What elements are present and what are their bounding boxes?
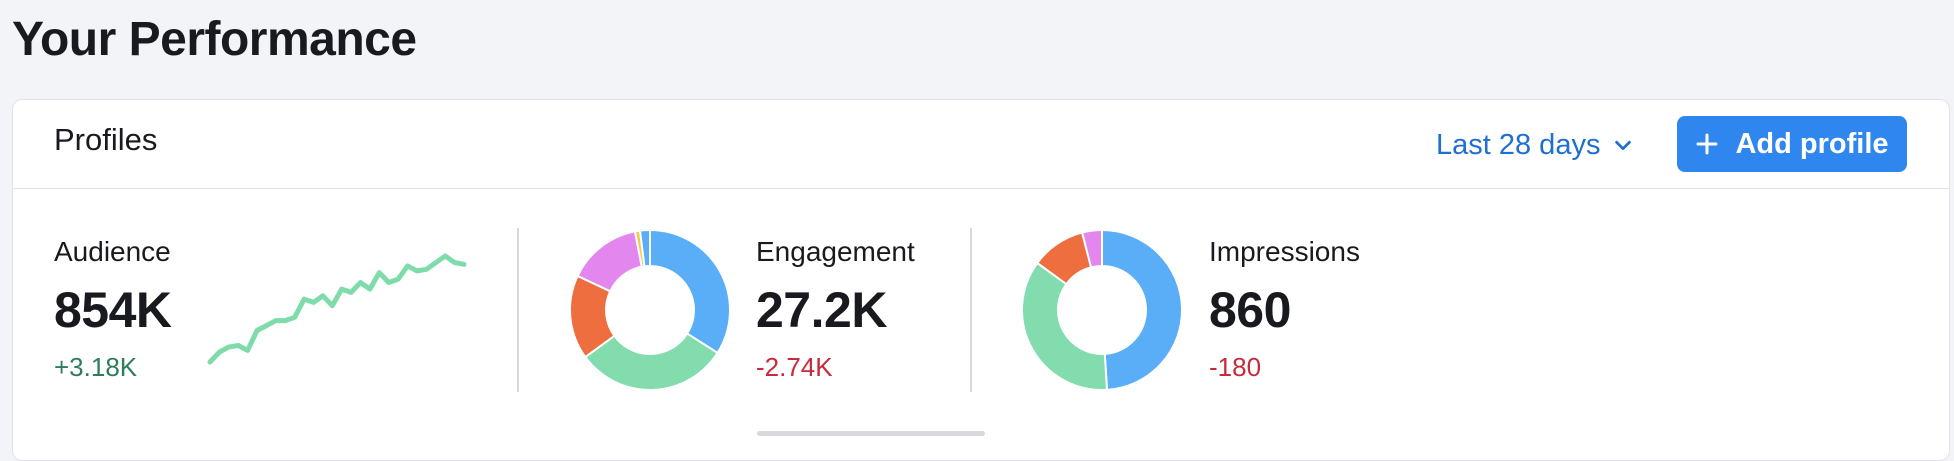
- engagement-slice-blue: [649, 228, 731, 355]
- chevron-down-icon: [1615, 140, 1632, 151]
- divider: [517, 228, 519, 392]
- engagement-slice-green: [583, 332, 719, 391]
- scroll-indicator[interactable]: [757, 431, 985, 436]
- impressions-value: 860: [1209, 282, 1291, 338]
- sparkline-path: [207, 253, 467, 365]
- profiles-card: Profiles Last 28 days Add profile Audien…: [12, 99, 1950, 461]
- audience-value: 854K: [54, 282, 172, 338]
- engagement-label: Engagement: [756, 236, 915, 267]
- audience-sparkline: [207, 253, 467, 365]
- audience-delta: +3.18K: [54, 352, 138, 382]
- page-title: Your Performance: [12, 13, 417, 66]
- engagement-value: 27.2K: [756, 282, 887, 338]
- impressions-slice-violet: [1080, 228, 1103, 269]
- impressions-slice-green: [1021, 261, 1109, 391]
- add-profile-label: Add profile: [1735, 127, 1889, 160]
- impressions-slice-blue: [1101, 228, 1183, 391]
- add-profile-button[interactable]: Add profile: [1677, 116, 1907, 172]
- engagement-donut-chart: [569, 228, 731, 391]
- card-header: Profiles Last 28 days Add profile: [13, 100, 1949, 189]
- plus-icon: [1696, 133, 1718, 155]
- engagement-slice-blue: [638, 228, 651, 268]
- audience-label: Audience: [54, 236, 171, 267]
- period-dropdown[interactable]: Last 28 days: [1436, 124, 1634, 166]
- impressions-donut-chart: [1021, 228, 1183, 391]
- impressions-delta: -180: [1209, 352, 1262, 382]
- card-title: Profiles: [54, 122, 158, 157]
- period-label: Last 28 days: [1436, 128, 1601, 161]
- divider: [970, 228, 972, 392]
- impressions-label: Impressions: [1209, 236, 1360, 267]
- engagement-delta: -2.74K: [756, 352, 833, 382]
